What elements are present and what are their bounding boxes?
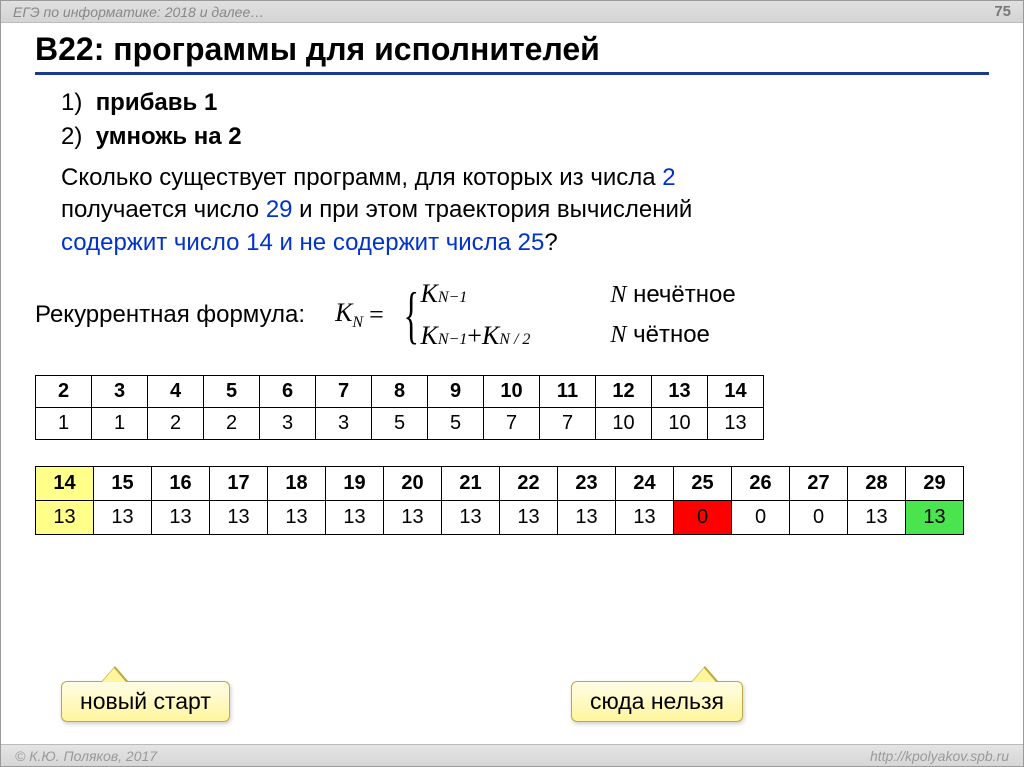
table1-header-cell: 12 (596, 375, 652, 407)
table2-header-cell: 25 (674, 466, 732, 500)
table2-value-cell: 13 (210, 500, 268, 534)
table1-header-cell: 5 (204, 375, 260, 407)
table2-value-cell: 13 (152, 500, 210, 534)
table1-value-cell: 1 (36, 407, 92, 439)
question-text: Сколько существует программ, для которых… (61, 162, 989, 259)
table2-header-cell: 23 (558, 466, 616, 500)
table2-header-cell: 18 (268, 466, 326, 500)
table1-header-cell: 8 (372, 375, 428, 407)
table2-value-cell: 13 (616, 500, 674, 534)
table1-value-cell: 5 (428, 407, 484, 439)
table2-header-cell: 26 (732, 466, 790, 500)
table2-value-cell: 13 (94, 500, 152, 534)
table2-value-cell: 0 (790, 500, 848, 534)
table1-header-cell: 13 (652, 375, 708, 407)
table1-header-cell: 4 (148, 375, 204, 407)
table1-header-cell: 7 (316, 375, 372, 407)
table1-value-cell: 2 (204, 407, 260, 439)
table1-value-cell: 3 (316, 407, 372, 439)
table1-value-cell: 5 (372, 407, 428, 439)
table2-header-cell: 28 (848, 466, 906, 500)
table2-value-cell: 13 (268, 500, 326, 534)
table1-header-cell: 11 (540, 375, 596, 407)
table2-header-cell: 20 (384, 466, 442, 500)
table2-header-cell: 27 (790, 466, 848, 500)
table2-header-cell: 19 (326, 466, 384, 500)
table2-header-cell: 17 (210, 466, 268, 500)
table1-value-cell: 13 (708, 407, 764, 439)
slide-title: B22: программы для исполнителей (35, 31, 989, 75)
table2-value-cell: 13 (384, 500, 442, 534)
table2-value-cell: 13 (500, 500, 558, 534)
table2-header-cell: 29 (906, 466, 964, 500)
callout-forbidden: сюда нельзя (571, 681, 743, 722)
callout-new-start: новый старт (61, 681, 230, 722)
table2: 1415161718192021222324252627282913131313… (35, 466, 989, 535)
table1-header-cell: 14 (708, 375, 764, 407)
table1-value-cell: 10 (596, 407, 652, 439)
table1: 2345678910111213141122335577101013 (35, 375, 989, 440)
page-number: 75 (994, 3, 1011, 20)
table1-value-cell: 2 (148, 407, 204, 439)
slide-header: ЕГЭ по информатике: 2018 и далее… 75 (1, 1, 1023, 23)
table2-value-cell: 13 (326, 500, 384, 534)
table2-header-cell: 21 (442, 466, 500, 500)
table2-header-cell: 14 (36, 466, 94, 500)
table2-value-cell: 13 (848, 500, 906, 534)
table2-value-cell: 13 (36, 500, 94, 534)
table1-value-cell: 7 (484, 407, 540, 439)
table2-header-cell: 15 (94, 466, 152, 500)
table1-value-cell: 3 (260, 407, 316, 439)
table1-value-cell: 1 (92, 407, 148, 439)
header-left: ЕГЭ по информатике: 2018 и далее… (13, 4, 264, 20)
table2-header-cell: 24 (616, 466, 674, 500)
table1-header-cell: 3 (92, 375, 148, 407)
table1-header-cell: 6 (260, 375, 316, 407)
table1-header-cell: 9 (428, 375, 484, 407)
table2-value-cell: 13 (558, 500, 616, 534)
footer-copyright: © К.Ю. Поляков, 2017 (15, 748, 157, 764)
table2-header-cell: 22 (500, 466, 558, 500)
table1-header-cell: 2 (36, 375, 92, 407)
footer-url: http://kpolyakov.spb.ru (870, 748, 1009, 764)
table1-value-cell: 7 (540, 407, 596, 439)
table2-value-cell: 0 (674, 500, 732, 534)
formula: Рекуррентная формула: KN = { KN−1 KN−1 +… (35, 279, 989, 351)
slide-footer: © К.Ю. Поляков, 2017 http://kpolyakov.sp… (1, 744, 1023, 766)
table2-value-cell: 0 (732, 500, 790, 534)
table2-header-cell: 16 (152, 466, 210, 500)
table1-value-cell: 10 (652, 407, 708, 439)
problem-block: 1) прибавь 1 2) умножь на 2 Сколько суще… (35, 87, 989, 259)
table2-value-cell: 13 (906, 500, 964, 534)
table2-value-cell: 13 (442, 500, 500, 534)
table1-header-cell: 10 (484, 375, 540, 407)
